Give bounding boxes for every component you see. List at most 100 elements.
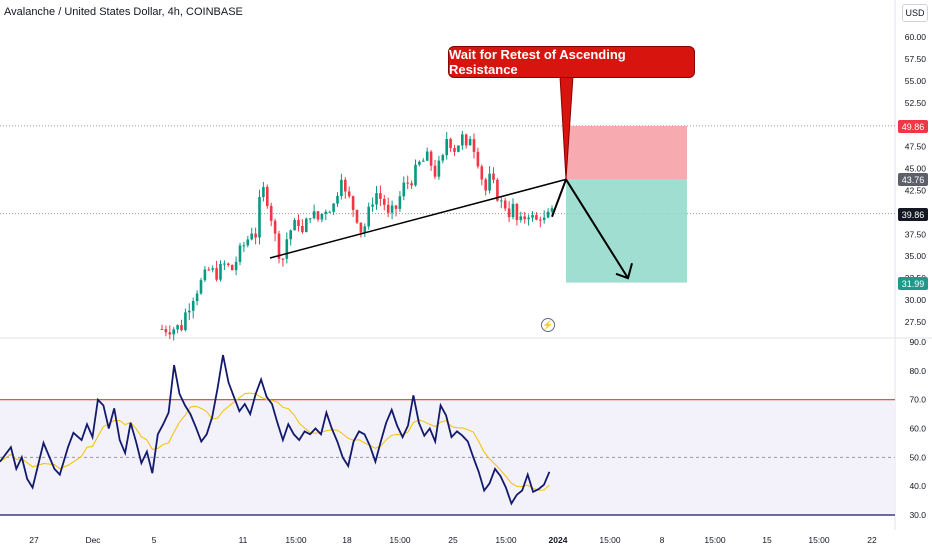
lightning-icon[interactable]: ⚡ [541, 318, 555, 332]
candle-body [219, 263, 222, 280]
price-tick-label: 57.50 [905, 54, 927, 64]
time-tick-label: 15 [762, 535, 772, 545]
candle-body [203, 269, 207, 281]
candle-body [355, 209, 359, 223]
candle-body [550, 208, 554, 212]
candle-body [227, 263, 230, 266]
price-tick-label: 45.00 [905, 164, 927, 174]
candle-body [351, 196, 355, 210]
candle-body [383, 198, 386, 205]
candle-body [207, 269, 211, 271]
time-axis: 27 Dec 5 11 15:00 18 15:00 25 15:00 2024 15:00 8 15:… [29, 535, 877, 545]
candle-body [375, 193, 378, 205]
candle-body [188, 310, 191, 313]
callout-annotation[interactable]: Wait for Retest of Ascending Resistance [448, 46, 695, 78]
time-tick-label: 15:00 [599, 535, 621, 545]
candle-body [390, 205, 394, 213]
candle-body [347, 191, 351, 197]
candle-body [472, 139, 476, 152]
candle-body [191, 301, 195, 311]
candle-body [164, 329, 168, 333]
candle-body [402, 182, 406, 197]
price-tick-label: 42.50 [905, 185, 927, 195]
candle-body [172, 329, 175, 335]
candle-body [441, 155, 445, 161]
currency-button[interactable]: USD [902, 4, 928, 22]
candle-body [429, 151, 433, 166]
risk-zone [566, 125, 687, 180]
candle-body [437, 160, 441, 177]
candle-body [398, 196, 402, 209]
candle-body [546, 211, 550, 218]
candle-body [285, 239, 289, 259]
candle-body [262, 186, 265, 198]
candle-body [515, 203, 519, 220]
candle-body [496, 179, 499, 201]
candle-body [367, 206, 370, 227]
candle-body [195, 293, 199, 302]
candle-body [176, 325, 179, 330]
candle-body [273, 220, 277, 234]
candle-body [305, 218, 308, 233]
candlestick-series [160, 130, 554, 341]
candle-body [542, 217, 546, 221]
time-tick-label: 11 [239, 535, 248, 545]
candle-body [511, 203, 515, 218]
trendline-drawings [269, 75, 633, 280]
risk-reward-box [566, 125, 687, 283]
candle-body [180, 325, 183, 331]
time-tick-label: 5 [152, 535, 157, 545]
stop-price-tag: 49.86 [898, 120, 928, 133]
price-tick-label: 30.00 [905, 295, 927, 305]
rsi-tick-label: 70.0 [909, 395, 926, 405]
rsi-pane [0, 354, 895, 516]
arrow-head [615, 262, 633, 280]
candle-body [418, 161, 421, 165]
candle-body [301, 226, 304, 233]
candle-body [242, 245, 246, 247]
candle-body [371, 204, 374, 207]
price-tick-label: 37.50 [905, 229, 927, 239]
candle-body [184, 312, 187, 331]
candle-body [535, 215, 538, 220]
ascending-resistance-line [269, 178, 567, 259]
candle-body [340, 179, 343, 196]
candle-body [379, 193, 382, 199]
price-tick-label: 27.50 [905, 317, 927, 327]
candle-body [386, 204, 390, 213]
candle-body [211, 268, 214, 270]
candle-body [308, 218, 312, 220]
candle-body [254, 233, 257, 238]
candle-body [160, 329, 164, 331]
candle-body [492, 173, 495, 180]
candle-body [293, 219, 296, 231]
candle-body [336, 195, 339, 204]
time-tick-label: 15:00 [389, 535, 411, 545]
candle-body [359, 222, 363, 233]
candle-body [230, 265, 234, 271]
candle-body [461, 134, 464, 146]
candle-body [328, 211, 331, 213]
entry-price-tag: 43.76 [898, 173, 928, 186]
rsi-tick-label: 30.0 [909, 510, 926, 520]
candle-body [238, 245, 242, 262]
price-tick-label: 60.00 [905, 32, 927, 42]
candle-body [539, 219, 542, 221]
candle-body [324, 211, 328, 214]
candle-body [281, 258, 285, 260]
candle-body [422, 160, 425, 162]
candle-body [223, 263, 226, 265]
candle-body [476, 151, 480, 167]
time-tick-label: 15:00 [495, 535, 517, 545]
time-tick-label: 2024 [549, 535, 568, 545]
candle-body [289, 230, 292, 240]
price-tick-label: 47.50 [905, 142, 927, 152]
candle-body [488, 173, 491, 191]
target-price-tag: 31.99 [898, 277, 928, 290]
time-tick-label: 15:00 [808, 535, 830, 545]
candle-body [523, 216, 526, 220]
candle-body [531, 215, 534, 218]
time-tick-label: 15:00 [285, 535, 307, 545]
candle-body [503, 200, 507, 209]
candle-body [410, 183, 413, 186]
